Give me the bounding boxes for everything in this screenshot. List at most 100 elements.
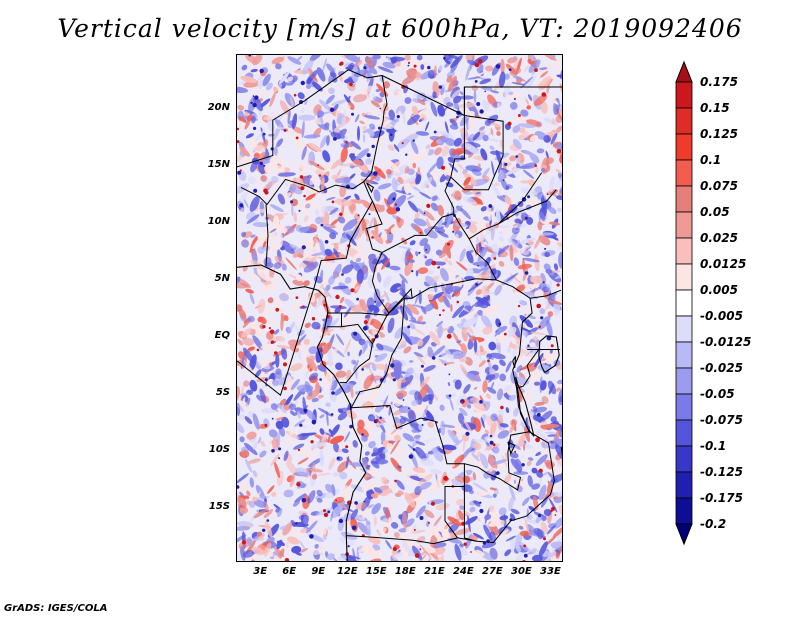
downdraft-blob: [465, 63, 471, 81]
strong-downdraft-speck: [324, 240, 329, 244]
updraft-blob: [258, 535, 265, 542]
updraft-blob: [313, 76, 318, 83]
updraft-blob: [399, 218, 405, 227]
downdraft-blob: [399, 273, 408, 284]
downdraft-blob: [305, 409, 316, 421]
updraft-blob: [392, 555, 398, 561]
updraft-blob: [457, 163, 465, 170]
strong-updraft-speck: [394, 203, 398, 206]
updraft-blob: [370, 100, 381, 108]
downdraft-blob: [279, 292, 289, 302]
downdraft-blob: [472, 131, 481, 141]
downdraft-blob: [550, 293, 556, 302]
updraft-blob: [359, 120, 365, 125]
downdraft-blob: [358, 349, 363, 357]
downdraft-blob: [404, 97, 412, 104]
updraft-blob: [535, 166, 539, 174]
updraft-blob: [343, 393, 349, 403]
downdraft-blob: [414, 293, 420, 305]
updraft-blob: [385, 507, 390, 520]
strong-updraft-speck: [242, 540, 246, 545]
updraft-blob: [297, 457, 309, 465]
downdraft-blob: [474, 132, 485, 141]
coastline: [515, 376, 535, 437]
downdraft-blob: [243, 199, 249, 208]
strong-downdraft-speck: [418, 251, 421, 254]
downdraft-blob: [249, 195, 260, 212]
strong-downdraft-speck: [361, 368, 364, 371]
updraft-blob: [453, 233, 459, 243]
downdraft-blob: [533, 527, 545, 538]
lon-tick-label: 6E: [282, 566, 297, 577]
updraft-blob: [390, 168, 397, 181]
updraft-blob: [239, 495, 250, 499]
updraft-blob: [352, 93, 368, 103]
downdraft-blob: [483, 256, 491, 267]
downdraft-blob: [486, 138, 501, 142]
downdraft-blob: [447, 429, 460, 444]
downdraft-blob: [239, 392, 250, 396]
downdraft-blob: [296, 55, 303, 61]
downdraft-blob: [540, 380, 547, 391]
strong-downdraft-speck: [420, 364, 424, 368]
updraft-blob: [504, 195, 512, 205]
updraft-blob: [264, 520, 273, 538]
updraft-blob: [260, 175, 268, 182]
updraft-blob: [356, 427, 369, 438]
strong-updraft-speck: [413, 64, 417, 68]
downdraft-blob: [513, 223, 529, 229]
downdraft-blob: [344, 277, 352, 284]
downdraft-blob: [292, 500, 301, 507]
coastline: [237, 264, 367, 561]
updraft-blob: [271, 84, 283, 93]
downdraft-blob: [272, 379, 279, 387]
updraft-blob: [385, 239, 390, 244]
downdraft-blob: [237, 473, 249, 484]
updraft-blob: [282, 522, 293, 536]
updraft-blob: [338, 448, 342, 454]
colorbar-level-label: -0.125: [700, 465, 743, 479]
downdraft-blob: [546, 524, 556, 535]
updraft-blob: [534, 234, 543, 249]
updraft-blob: [396, 63, 413, 69]
updraft-blob: [269, 92, 276, 108]
downdraft-blob: [375, 88, 381, 93]
downdraft-blob: [485, 374, 496, 381]
downdraft-blob: [449, 399, 454, 411]
downdraft-blob: [269, 228, 278, 234]
strong-updraft-speck: [323, 509, 326, 513]
updraft-blob: [418, 473, 433, 486]
updraft-blob: [390, 439, 400, 455]
downdraft-blob: [241, 231, 247, 238]
strong-updraft-speck: [311, 317, 316, 321]
updraft-blob: [322, 277, 328, 284]
downdraft-blob: [259, 388, 267, 404]
updraft-blob: [517, 157, 521, 163]
updraft-blob: [368, 536, 381, 545]
downdraft-blob: [257, 246, 266, 254]
strong-updraft-speck: [317, 164, 320, 167]
strong-downdraft-speck: [311, 419, 317, 425]
updraft-blob: [397, 451, 404, 462]
downdraft-blob: [505, 167, 521, 175]
strong-updraft-speck: [284, 558, 290, 561]
updraft-blob: [559, 151, 562, 160]
updraft-blob: [413, 328, 426, 336]
downdraft-blob: [439, 130, 454, 139]
downdraft-blob: [366, 297, 375, 309]
downdraft-blob: [481, 417, 485, 429]
updraft-blob: [295, 171, 308, 177]
downdraft-blob: [308, 372, 319, 381]
updraft-blob: [481, 285, 489, 298]
downdraft-blob: [520, 109, 529, 117]
updraft-blob: [432, 169, 438, 182]
strong-downdraft-speck: [349, 424, 353, 429]
updraft-blob: [275, 127, 289, 130]
updraft-blob: [344, 338, 352, 354]
downdraft-blob: [274, 329, 280, 335]
updraft-blob: [272, 215, 280, 229]
downdraft-blob: [464, 516, 478, 525]
strong-downdraft-speck: [504, 162, 508, 166]
updraft-blob: [456, 498, 465, 506]
updraft-blob: [302, 348, 311, 362]
